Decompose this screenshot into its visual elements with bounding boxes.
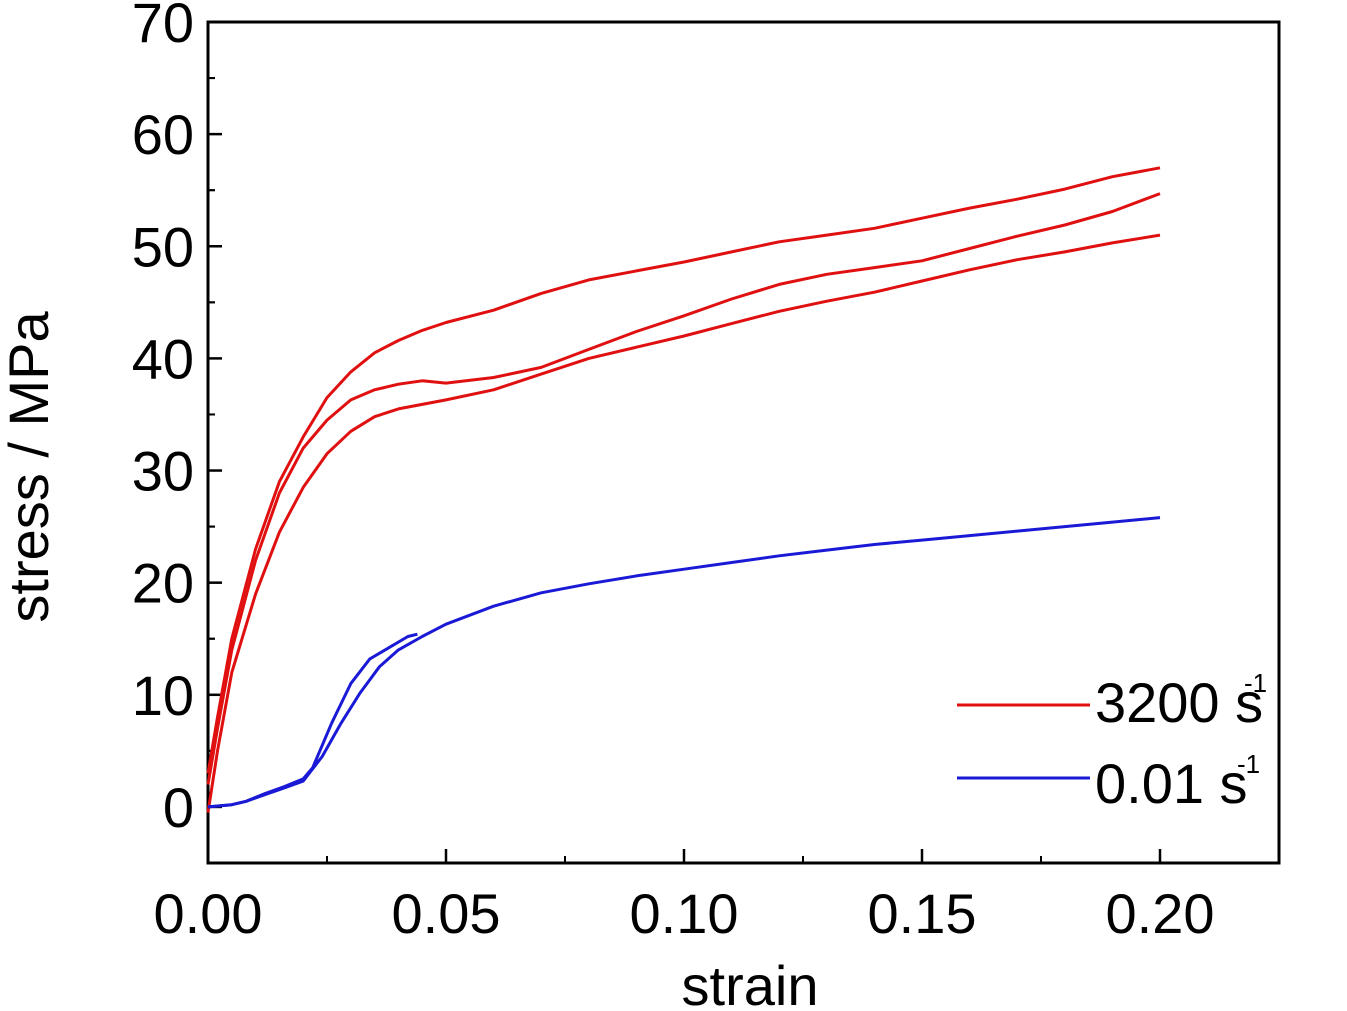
y-tick-label: 70 xyxy=(132,0,194,54)
legend: 3200 s -1 0.01 s -1 xyxy=(957,668,1267,815)
y-axis-title: stress / MPa xyxy=(0,311,60,623)
x-tick-label: 0.20 xyxy=(1106,882,1215,945)
legend-label-001: 0.01 s xyxy=(1095,752,1248,815)
legend-label-3200: 3200 s xyxy=(1095,671,1263,734)
x-tick-label: 0.05 xyxy=(392,882,501,945)
y-axis-ticks: 0 10 20 30 40 50 60 70 xyxy=(132,0,222,864)
plot-frame xyxy=(206,20,1281,865)
x-axis-ticks: 0.00 0.05 0.10 0.15 0.20 xyxy=(154,849,1280,945)
y-tick-label: 50 xyxy=(132,215,194,278)
series-line-1 xyxy=(206,166,1161,774)
y-tick-label: 0 xyxy=(163,776,194,839)
y-tick-label: 40 xyxy=(132,327,194,390)
series-layer xyxy=(206,166,1161,813)
y-tick-label: 30 xyxy=(132,440,194,503)
series-line-3 xyxy=(206,233,1161,813)
series-line-2 xyxy=(206,192,1161,785)
series-line-5 xyxy=(207,516,1161,809)
x-axis-title: strain xyxy=(682,954,819,1011)
x-tick-label: 0.15 xyxy=(868,882,977,945)
y-tick-label: 60 xyxy=(132,103,194,166)
x-tick-label: 0.00 xyxy=(154,882,263,945)
y-tick-label: 20 xyxy=(132,552,194,615)
legend-sup-001: -1 xyxy=(1237,749,1260,779)
y-tick-label: 10 xyxy=(132,664,194,727)
legend-sup-3200: -1 xyxy=(1244,668,1267,698)
x-tick-label: 0.10 xyxy=(630,882,739,945)
